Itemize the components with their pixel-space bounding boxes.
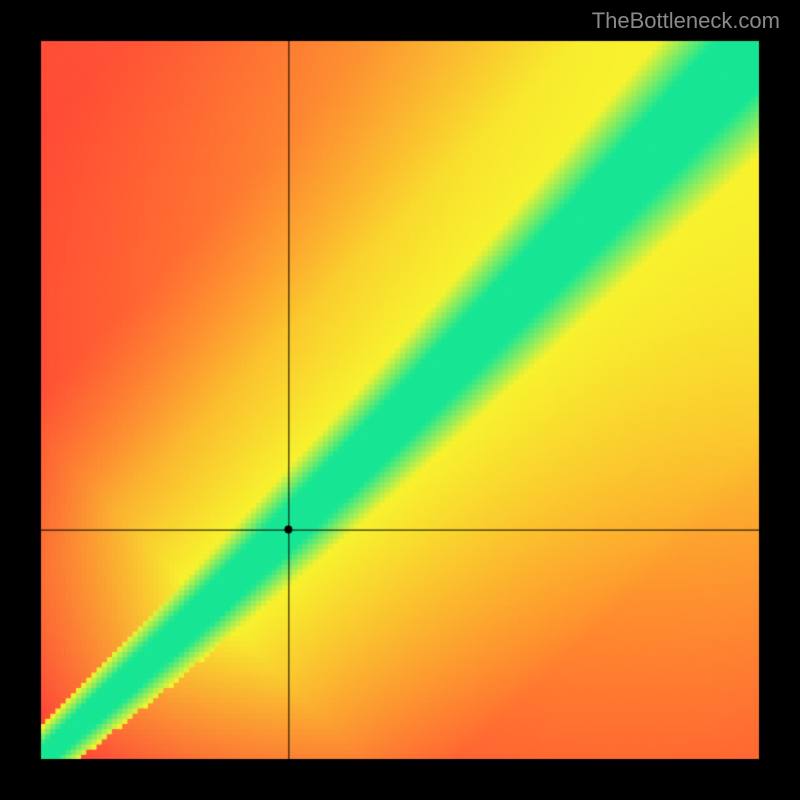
- chart-container: TheBottleneck.com: [0, 0, 800, 800]
- watermark-text: TheBottleneck.com: [592, 8, 780, 34]
- bottleneck-heatmap: [40, 40, 760, 760]
